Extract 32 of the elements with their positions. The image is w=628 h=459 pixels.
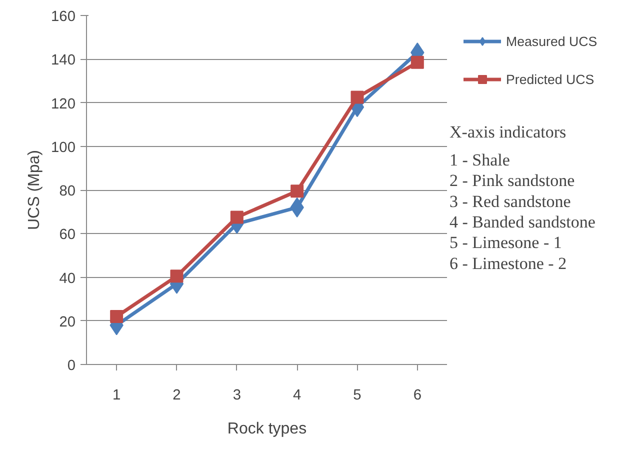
x-tick-label: 4 [293,388,302,404]
point [290,184,304,198]
x-tick-label: 3 [232,388,241,404]
point [230,210,244,224]
point [410,56,424,69]
point [170,270,184,283]
y-tick-label: 60 [59,227,76,244]
x-tick-label: 2 [172,388,181,404]
y-tick-label: 80 [59,184,76,200]
legend-label: Measured UCS [506,34,598,48]
point [110,310,124,324]
x-tick-label: 5 [353,388,362,404]
text: 4 - Banded sandstone [450,212,596,232]
y-tick-label: 100 [51,140,76,156]
text: 6 - Limestone - 2 [450,254,567,273]
point [350,90,364,104]
x-tick-label: 6 [413,388,422,404]
y-tick-label: 160 [51,9,76,25]
y-tick-label: 0 [67,358,76,374]
text: X-axis indicators [450,122,566,142]
y-tick-label: 120 [51,96,76,112]
text: 2 - Pink sandstone [450,171,575,190]
y-tick-label: 20 [59,314,76,330]
text: 3 - Red sandstone [450,192,571,211]
text: 1 - Shale [450,150,510,170]
x-tick-label: 1 [112,388,121,404]
text: 5 - Limesone - 1 [450,233,562,252]
legend-label: Predicted UCS [506,72,594,86]
x-axis-title: Rock types [227,420,307,438]
y-tick-label: 140 [51,52,76,69]
y-axis-title: UCS (Mpa) [26,150,44,230]
y-tick-label: 40 [59,270,76,287]
